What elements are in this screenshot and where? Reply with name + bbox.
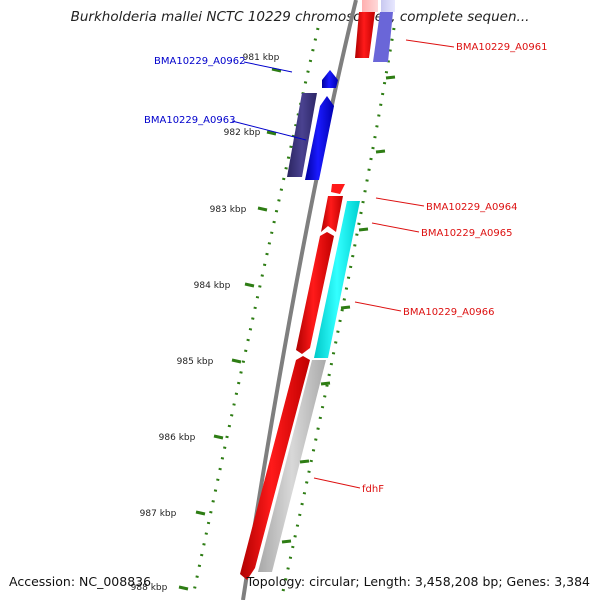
ruler-label: 984 kbp [194, 281, 231, 291]
leader-line [375, 197, 425, 207]
track-tick [299, 459, 310, 464]
track-tick [385, 75, 396, 80]
track-tick [281, 539, 292, 544]
gene-label[interactable]: BMA10229_A0965 [421, 228, 512, 239]
gene-feature-bma10229-a0961-blue[interactable] [373, 12, 393, 62]
track-tick [358, 227, 369, 232]
gene-leader-lines [231, 39, 455, 489]
ruler-labels: 981 kbp 982 kbp 983 kbp 984 kbp 985 kbp 986 k… [131, 53, 280, 593]
gene-label[interactable]: BMA10229_A0966 [403, 307, 494, 318]
gene-labels: BMA10229_A0961 BMA10229_A0962 BMA10229_A09… [144, 42, 547, 495]
gene-feature-bma10229-a0965[interactable] [314, 201, 360, 358]
map-title: Burkholderia mallei NCTC 10229 chromosom… [70, 9, 530, 25]
ruler-label: 982 kbp [224, 128, 261, 138]
ruler-label: 988 kbp [131, 583, 168, 593]
ruler-ticks [178, 67, 396, 591]
gene-feature-bma10229-a0964[interactable] [321, 196, 343, 232]
gene-label[interactable]: BMA10229_A0961 [456, 42, 547, 53]
accession-text: Accession: NC_008836 [9, 574, 152, 589]
ruler-tick [213, 434, 224, 440]
ruler-label: 983 kbp [210, 205, 247, 215]
track-tick [320, 381, 331, 386]
ruler-tick [178, 585, 189, 591]
ruler-tick [257, 206, 268, 212]
gene-feature-bma10229-a0962[interactable] [322, 70, 338, 88]
ruler-tick [231, 358, 242, 364]
leader-line [371, 222, 420, 233]
gene-feature-faded-blue [381, 0, 395, 12]
gene-label[interactable]: fdhF [362, 484, 384, 495]
leader-line [243, 61, 293, 73]
gene-label[interactable]: BMA10229_A0962 [154, 56, 245, 67]
topology-text: Topology: circular; Length: 3,458,208 bp… [246, 574, 590, 589]
gene-feature-fdhf-grey[interactable] [258, 360, 326, 572]
leader-line [231, 120, 307, 141]
gene-feature-bma10229-a0966[interactable] [296, 232, 334, 354]
gene-label[interactable]: BMA10229_A0964 [426, 202, 517, 213]
ruler-label: 987 kbp [140, 509, 177, 519]
ruler-label: 985 kbp [177, 357, 214, 367]
gene-feature-faded-red [362, 0, 378, 12]
gene-feature-bma10229-a0964-small[interactable] [331, 184, 345, 194]
gene-feature-bma10229-a0963-navy[interactable] [287, 93, 317, 177]
ruler-tick [244, 282, 255, 288]
leader-line [354, 301, 402, 312]
gene-label[interactable]: BMA10229_A0963 [144, 115, 235, 126]
ruler-tick [266, 130, 277, 136]
gene-feature-bma10229-a0961-red[interactable] [355, 12, 375, 58]
ruler-label: 981 kbp [243, 53, 280, 63]
gene-feature-fdhf-red[interactable] [240, 356, 310, 580]
track-tick [340, 305, 351, 310]
genome-backbone [241, 0, 358, 600]
gene-feature-bma10229-a0963-blue[interactable] [305, 96, 334, 180]
track-tick [375, 149, 386, 154]
leader-line [313, 477, 361, 489]
ruler-tick [195, 510, 206, 516]
leader-line [405, 39, 455, 48]
ruler-label: 986 kbp [159, 433, 196, 443]
ruler-tick [271, 67, 282, 73]
